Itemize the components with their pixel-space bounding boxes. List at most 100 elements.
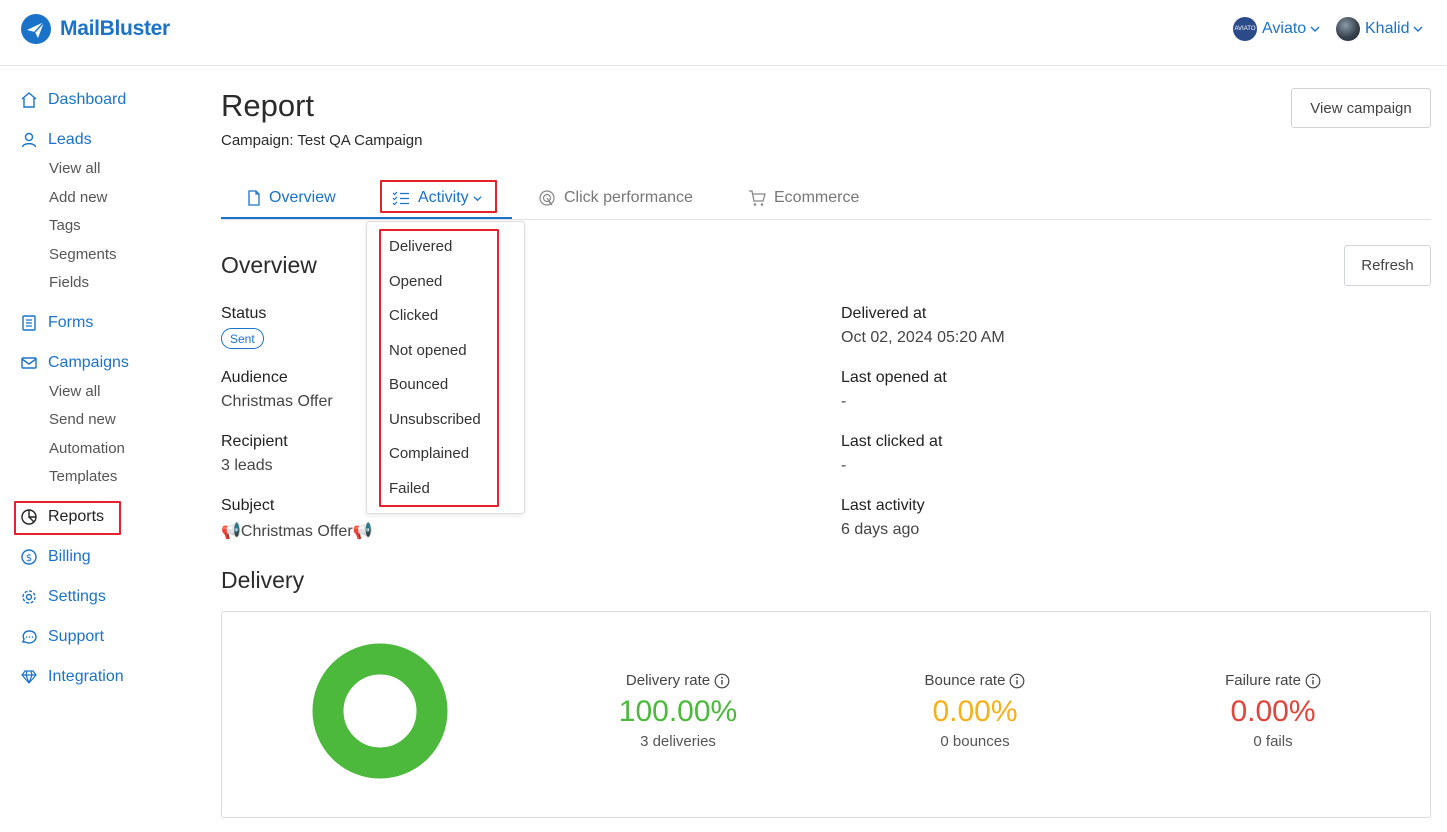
- user-avatar: [1336, 17, 1360, 41]
- sidebar-item-label: Forms: [48, 314, 94, 331]
- sidebar-subitem-automation[interactable]: Automation: [49, 440, 125, 457]
- sidebar-subitem-segments[interactable]: Segments: [49, 246, 117, 263]
- delivery-card: Delivery rate 100.00% 3 deliveries Bounc…: [221, 611, 1431, 818]
- dropdown-item-bounced[interactable]: Bounced: [389, 376, 449, 393]
- sidebar-item-label: Reports: [48, 508, 105, 525]
- dropdown-item-failed[interactable]: Failed: [389, 480, 430, 497]
- cart-icon: [749, 190, 766, 206]
- sidebar-item-campaigns[interactable]: Campaigns: [20, 351, 129, 375]
- sidebar-subitem-fields[interactable]: Fields: [49, 274, 90, 291]
- dropdown-item-delivered[interactable]: Delivered: [389, 238, 453, 255]
- sidebar-item-label: Integration: [48, 668, 124, 685]
- delivery-heading: Delivery: [221, 567, 305, 593]
- status-badge: Sent: [221, 328, 264, 349]
- chevron-down-icon: [473, 195, 482, 201]
- chat-icon: [22, 630, 37, 644]
- user-menu[interactable]: Khalid: [1336, 16, 1423, 42]
- last-activity-label: Last activity: [841, 497, 925, 514]
- sidebar-item-reports[interactable]: Reports: [20, 505, 104, 529]
- status-label: Status: [221, 305, 267, 322]
- sidebar-item-label: Settings: [48, 588, 106, 605]
- sidebar-item-billing[interactable]: $ Billing: [20, 545, 91, 569]
- sidebar-subitem-leads-view-all[interactable]: View all: [49, 160, 101, 177]
- chevron-down-icon: [1413, 26, 1423, 32]
- fail-count: 0 fails: [1253, 733, 1293, 750]
- sidebar-subitem-leads-add-new[interactable]: Add new: [49, 189, 108, 206]
- account-avatar: AVIATO: [1233, 17, 1257, 41]
- info-icon[interactable]: [714, 673, 730, 689]
- delivery-count: 3 deliveries: [640, 733, 716, 750]
- page-title: Report: [221, 88, 315, 123]
- sidebar-subitem-campaigns-view-all[interactable]: View all: [49, 383, 101, 400]
- mail-icon: [21, 357, 37, 369]
- sidebar-item-label: Billing: [48, 548, 91, 565]
- dropdown-item-not-opened[interactable]: Not opened: [389, 342, 467, 359]
- sidebar-subitem-templates[interactable]: Templates: [49, 468, 118, 485]
- sidebar-subitem-send-new[interactable]: Send new: [49, 411, 116, 428]
- bounce-rate-value: 0.00%: [932, 695, 1018, 728]
- sidebar-item-dashboard[interactable]: Dashboard: [20, 88, 126, 112]
- audience-label: Audience: [221, 369, 288, 386]
- tab-label: Overview: [269, 189, 336, 206]
- sidebar-item-label: Campaigns: [48, 354, 129, 371]
- account-avatar-text: AVIATO: [1234, 26, 1256, 32]
- tab-overview[interactable]: Overview: [247, 176, 336, 220]
- failure-rate-stat: Failure rate 0.00% 0 fails: [1163, 672, 1383, 750]
- diamond-icon: [21, 670, 37, 684]
- audience-value: Christmas Offer: [221, 393, 333, 410]
- last-clicked-value: -: [841, 457, 847, 474]
- sidebar-item-label: Leads: [48, 131, 92, 148]
- sidebar-item-label: Dashboard: [48, 91, 127, 108]
- user-icon: [21, 132, 37, 148]
- failure-rate-label: Failure rate: [1225, 672, 1301, 689]
- delivery-donut-chart: [312, 643, 448, 779]
- home-icon: [21, 92, 37, 108]
- dropdown-item-unsubscribed[interactable]: Unsubscribed: [389, 411, 481, 428]
- bounce-rate-stat: Bounce rate 0.00% 0 bounces: [865, 672, 1085, 750]
- dropdown-item-clicked[interactable]: Clicked: [389, 307, 439, 324]
- donut-delivered-arc: [312, 643, 448, 779]
- last-activity-value: 6 days ago: [841, 521, 920, 538]
- report-tabs: Overview Activity Click performance Ecom…: [221, 176, 1431, 220]
- sidebar-subitem-tags[interactable]: Tags: [49, 217, 81, 234]
- cursor-target-icon: [539, 190, 555, 206]
- sidebar-item-support[interactable]: Support: [20, 625, 104, 649]
- view-campaign-button[interactable]: View campaign: [1291, 88, 1431, 128]
- campaign-name: Campaign: Test QA Campaign: [221, 132, 423, 149]
- sidebar-item-forms[interactable]: Forms: [20, 311, 93, 335]
- bounce-rate-label: Bounce rate: [924, 672, 1006, 689]
- delivery-rate-value: 100.00%: [618, 695, 738, 728]
- last-clicked-label: Last clicked at: [841, 433, 943, 450]
- sidebar-item-settings[interactable]: Settings: [20, 585, 106, 609]
- top-bar: MailBluster AVIATO Aviato Khalid: [0, 0, 1447, 66]
- last-opened-label: Last opened at: [841, 369, 947, 386]
- subject-value: 📢Christmas Offer📢: [221, 523, 373, 540]
- sidebar-item-leads[interactable]: Leads: [20, 128, 92, 152]
- tab-ecommerce[interactable]: Ecommerce: [748, 176, 859, 220]
- refresh-button[interactable]: Refresh: [1344, 245, 1431, 286]
- tab-label: Click performance: [564, 189, 693, 206]
- pie-chart-icon: [21, 509, 37, 525]
- active-tab-indicator: [221, 217, 512, 219]
- app-logo[interactable]: MailBluster: [20, 13, 170, 45]
- dollar-icon: $: [21, 549, 37, 565]
- recipient-label: Recipient: [221, 433, 288, 450]
- account-switcher[interactable]: AVIATO Aviato: [1233, 16, 1320, 42]
- sidebar-item-integration[interactable]: Integration: [20, 665, 124, 689]
- form-icon: [22, 315, 36, 331]
- recipient-value: 3 leads: [221, 457, 273, 474]
- delivered-at-value: Oct 02, 2024 05:20 AM: [841, 329, 1005, 346]
- account-name: Aviato: [1262, 20, 1307, 37]
- chevron-down-icon: [1310, 26, 1320, 32]
- dropdown-item-complained[interactable]: Complained: [389, 445, 470, 462]
- tab-activity[interactable]: Activity: [392, 176, 482, 220]
- bounce-count: 0 bounces: [940, 733, 1010, 750]
- info-icon[interactable]: [1009, 673, 1025, 689]
- activity-dropdown-menu: Delivered Opened Clicked Not opened Boun…: [366, 221, 525, 514]
- app-name: MailBluster: [60, 17, 170, 40]
- svg-text:$: $: [26, 553, 32, 564]
- tab-click-performance[interactable]: Click performance: [538, 176, 693, 220]
- delivered-at-label: Delivered at: [841, 305, 927, 322]
- info-icon[interactable]: [1305, 673, 1321, 689]
- dropdown-item-opened[interactable]: Opened: [389, 273, 443, 290]
